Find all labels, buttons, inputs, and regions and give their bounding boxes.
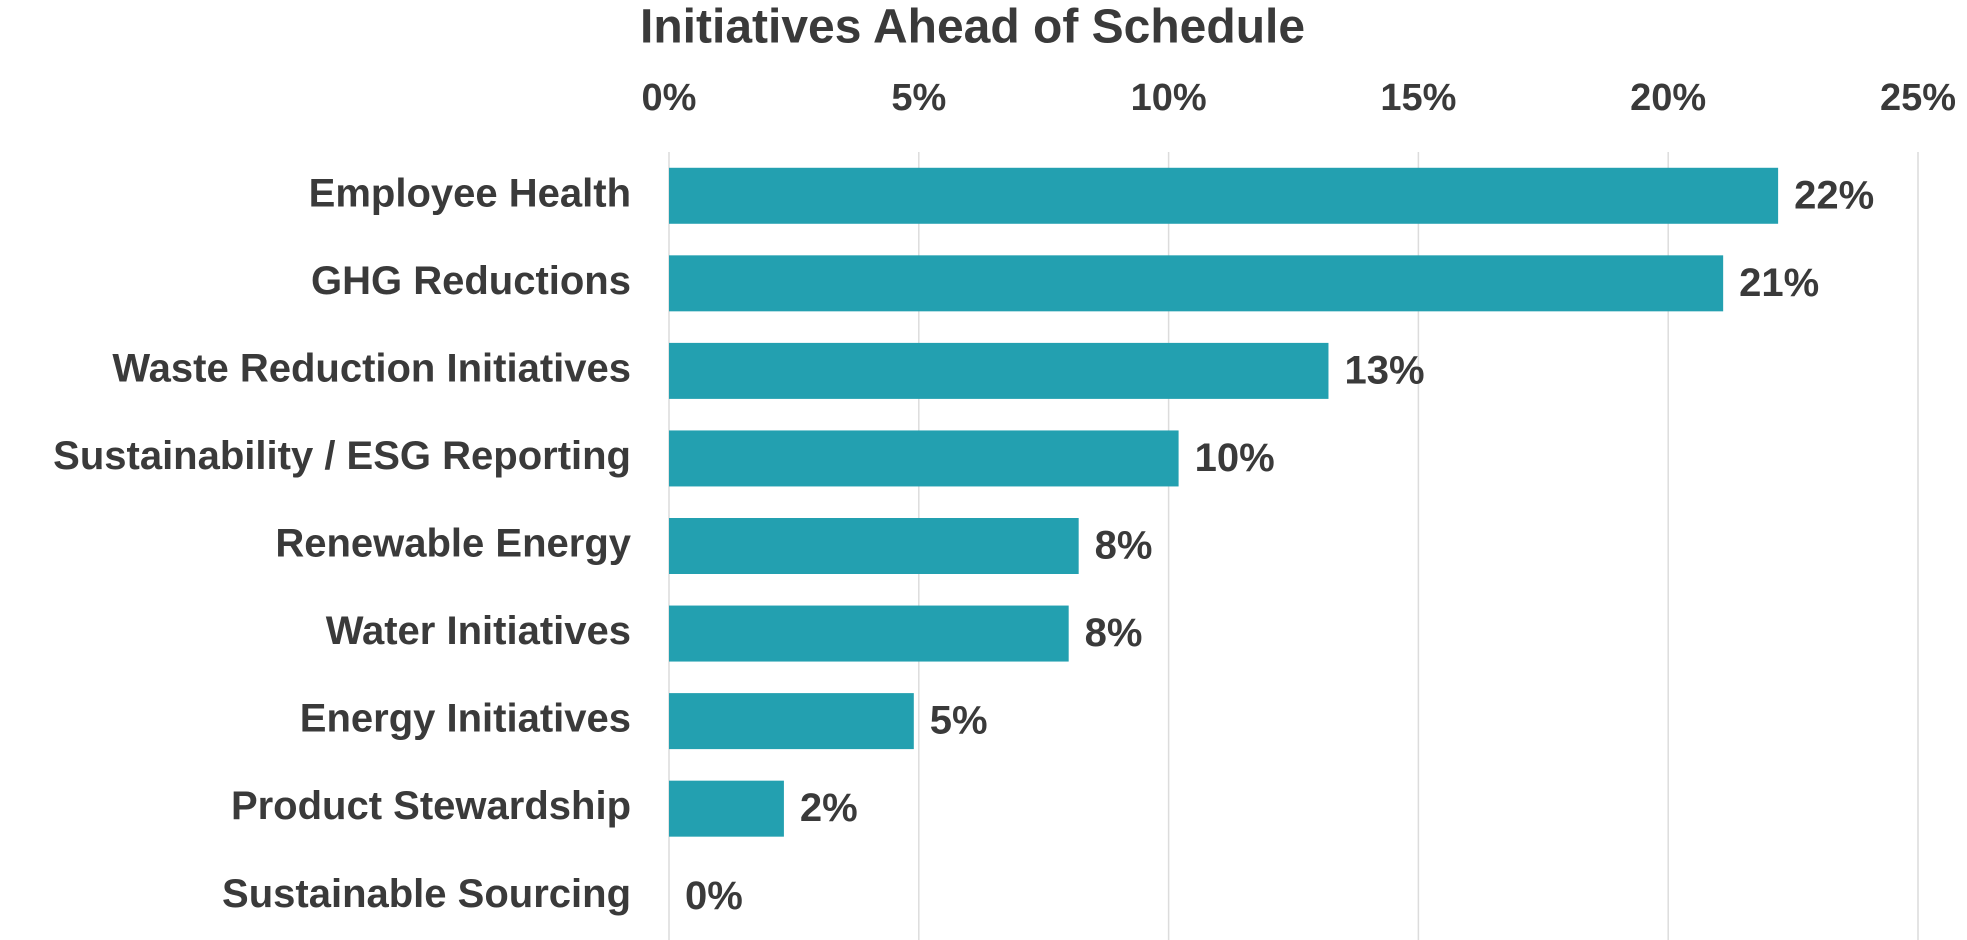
data-label: 8% — [1085, 611, 1143, 655]
bar — [669, 255, 1724, 312]
y-tick-label: Water Initiatives — [326, 609, 631, 653]
bar — [669, 430, 1179, 487]
bar — [669, 605, 1069, 662]
x-tick-label: 5% — [891, 77, 946, 119]
y-tick-label: Employee Health — [309, 171, 631, 215]
x-tick-label: 25% — [1880, 77, 1956, 119]
y-tick-label: Sustainable Sourcing — [222, 872, 631, 916]
chart-title: Initiatives Ahead of Schedule — [640, 1, 1305, 54]
x-tick-label: 0% — [642, 77, 697, 119]
y-tick-label: Renewable Energy — [275, 522, 631, 566]
y-tick-label: Product Stewardship — [231, 784, 631, 828]
bar — [669, 780, 784, 837]
y-tick-label: Waste Reduction Initiatives — [112, 346, 631, 390]
y-tick-label: Energy Initiatives — [300, 697, 631, 741]
x-tick-label: 15% — [1380, 77, 1456, 119]
data-label: 0% — [685, 874, 743, 918]
data-label: 5% — [930, 699, 988, 743]
data-label: 21% — [1739, 261, 1819, 305]
data-label: 10% — [1195, 436, 1275, 480]
x-tick-label: 10% — [1131, 77, 1207, 119]
bar — [669, 518, 1079, 574]
bar — [669, 693, 914, 750]
data-label: 8% — [1095, 524, 1153, 568]
bar — [669, 167, 1779, 224]
y-tick-label: Sustainability / ESG Reporting — [53, 434, 631, 478]
y-tick-label: GHG Reductions — [311, 259, 631, 303]
data-label: 22% — [1794, 173, 1874, 217]
data-label: 2% — [800, 786, 858, 830]
data-label: 13% — [1344, 348, 1424, 392]
bar — [669, 342, 1329, 399]
x-tick-label: 20% — [1630, 77, 1706, 119]
